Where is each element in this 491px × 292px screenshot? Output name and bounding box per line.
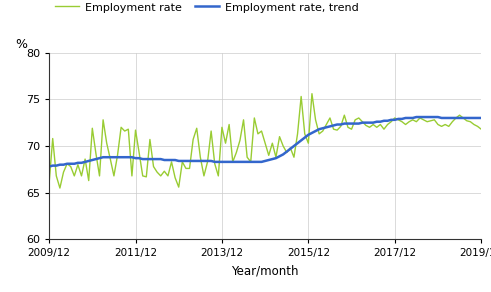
Employment rate [305, 141, 311, 145]
Employment rate, trend [176, 159, 182, 163]
Legend: Employment rate, Employment rate, trend: Employment rate, Employment rate, trend [55, 2, 358, 13]
Employment rate [309, 92, 315, 95]
Employment rate, trend [50, 164, 55, 167]
Employment rate, trend [75, 161, 81, 165]
Employment rate [46, 182, 52, 185]
Employment rate [244, 155, 250, 159]
Employment rate, trend [302, 136, 308, 139]
Employment rate [489, 120, 491, 124]
Employment rate [50, 137, 55, 140]
Employment rate, trend [489, 116, 491, 120]
Employment rate [57, 186, 63, 190]
Y-axis label: %: % [15, 38, 27, 51]
Employment rate [133, 128, 138, 132]
Employment rate [79, 174, 84, 178]
Line: Employment rate: Employment rate [49, 94, 491, 188]
Employment rate, trend [241, 160, 246, 164]
Line: Employment rate, trend: Employment rate, trend [49, 117, 491, 166]
Employment rate [179, 160, 185, 164]
Employment rate, trend [46, 165, 52, 168]
Employment rate, trend [413, 115, 419, 119]
Employment rate, trend [129, 155, 135, 159]
X-axis label: Year/month: Year/month [231, 264, 299, 277]
